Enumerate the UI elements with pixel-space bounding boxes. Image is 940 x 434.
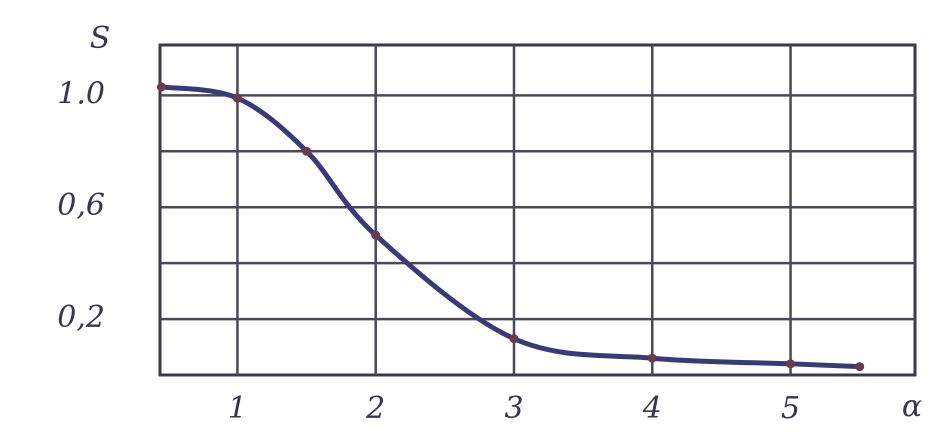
y-tick-label: 0,2	[57, 300, 105, 335]
x-tick-label: 5	[781, 391, 800, 426]
x-axis-label: α	[902, 389, 922, 424]
x-tick-label: 1	[228, 391, 247, 426]
x-tick-label: 2	[365, 391, 385, 426]
data-point	[156, 82, 166, 92]
data-point	[371, 230, 381, 240]
data-point	[855, 362, 865, 372]
x-tick-label: 4	[642, 391, 662, 426]
plot-frame	[158, 43, 917, 377]
data-point	[509, 334, 519, 344]
data-line	[158, 84, 863, 370]
y-axis-label: S	[90, 21, 111, 56]
data-point	[647, 353, 657, 363]
x-tick-label: 3	[504, 391, 523, 426]
data-point	[232, 93, 242, 103]
data-point	[786, 359, 796, 369]
y-tick-label: 1.0	[57, 76, 105, 111]
data-point	[302, 146, 312, 156]
y-tick-label: 0,6	[57, 188, 105, 223]
